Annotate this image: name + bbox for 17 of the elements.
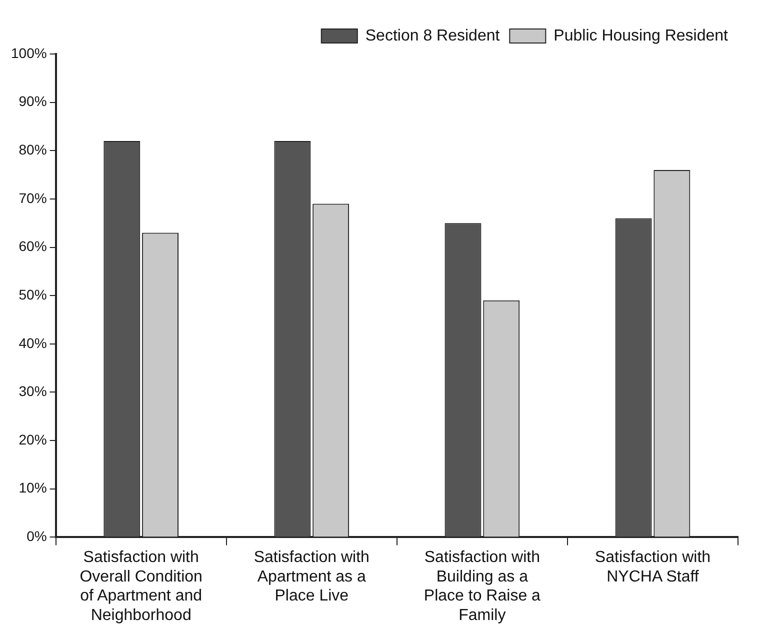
y-tick-label: 10% (18, 480, 47, 496)
y-tick-label: 0% (26, 528, 47, 544)
x-tick-label: Satisfaction with Building as a Place to Raise a Family (424, 549, 541, 624)
y-tick-label: 80% (18, 142, 47, 158)
legend-label: Section 8 Resident (365, 27, 500, 44)
y-tick-label: 90% (18, 93, 47, 110)
y-tick-label: 50% (18, 286, 47, 302)
x-tick-label: Satisfaction with Apartment as a Place Live (254, 549, 370, 605)
legend-label: Public Housing Resident (554, 27, 729, 44)
y-tick-label: 100% (10, 44, 47, 61)
y-tick-label: 30% (18, 383, 47, 400)
y-tick-label: 70% (18, 190, 47, 206)
x-tick-label: Satisfaction with NYCHA Staff (594, 549, 711, 586)
y-tick-label: 40% (18, 334, 47, 351)
x-tick-label: Satisfaction with Overall Condition of Apartment and Neighborhood (80, 549, 202, 624)
y-tick-label: 60% (18, 238, 47, 254)
y-tick-label: 20% (18, 431, 47, 448)
